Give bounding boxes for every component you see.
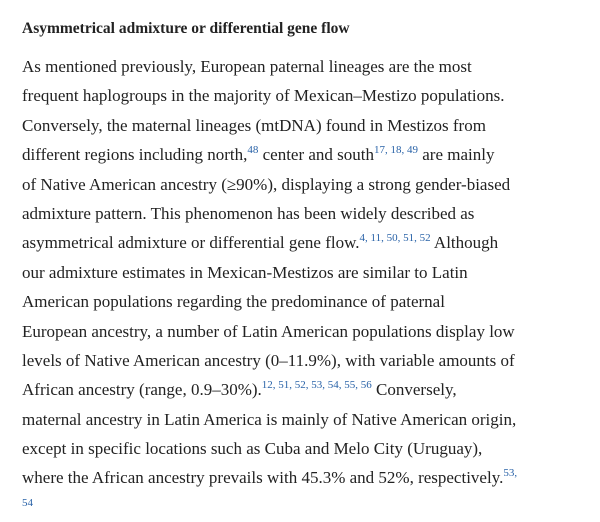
text-line: 54 [22,493,517,522]
text-run: As mentioned previously, European patern… [22,57,472,76]
text-run: Conversely, the maternal lineages (mtDNA… [22,115,486,135]
text-run: of Native American ancestry (≥90%), disp… [22,174,511,194]
text-line: except in specific locations such as Cub… [22,434,517,463]
citation-link[interactable]: 54 [22,496,33,509]
text-line: our admixture estimates in Mexican-Mesti… [22,258,517,287]
text-run: center and south [258,145,375,165]
text-line: European ancestry, a number of Latin Ame… [22,317,517,346]
text-line: frequent haplogroups in the majority of … [22,81,517,110]
text-line: As mentioned previously, European patern… [22,52,517,81]
text-run: American populations regarding the predo… [22,292,445,312]
text-line: where the African ancestry prevails with… [22,463,517,492]
text-line: asymmetrical admixture or differential g… [22,228,517,257]
text-run: different regions including north, [22,145,248,165]
text-line: African ancestry (range, 0.9–30%).12, 51… [22,375,517,404]
text-line: admixture pattern. This phenomenon has b… [22,199,517,228]
citation-link[interactable]: 53, [503,467,518,480]
text-run: admixture pattern. This phenomenon has b… [22,203,475,223]
text-run: are mainly [418,145,495,165]
text-run: Conversely, [371,380,457,400]
text-run: except in specific locations such as Cub… [22,439,483,459]
text-run: Although [430,233,499,253]
citation-link[interactable]: 17, 18, 49 [374,144,419,157]
text-line: of Native American ancestry (≥90%), disp… [22,170,517,199]
text-line: different regions including north,48 cen… [22,140,517,169]
citation-link[interactable]: 48 [247,144,259,157]
section-heading: Asymmetrical admixture or differential g… [22,20,350,37]
text-run: levels of Native American ancestry (0–11… [22,350,515,370]
text-run: African ancestry (range, 0.9–30%). [22,380,262,400]
text-line: maternal ancestry in Latin America is ma… [22,405,517,434]
citation-link[interactable]: 4, 11, 50, 51, 52 [359,232,431,245]
text-run: asymmetrical admixture or differential g… [22,233,360,253]
text-run: maternal ancestry in Latin America is ma… [22,409,517,429]
text-run: our admixture estimates in Mexican-Mesti… [22,262,468,282]
text-run: frequent haplogroups in the majority of … [22,86,505,106]
paragraph: As mentioned previously, European patern… [22,52,517,522]
text-line: levels of Native American ancestry (0–11… [22,346,517,375]
citation-link[interactable]: 12, 51, 52, 53, 54, 55, 56 [261,379,372,392]
text-line: Conversely, the maternal lineages (mtDNA… [22,111,517,140]
text-run: European ancestry, a number of Latin Ame… [22,321,515,341]
text-line: American populations regarding the predo… [22,287,517,316]
text-run: where the African ancestry prevails with… [22,468,504,488]
